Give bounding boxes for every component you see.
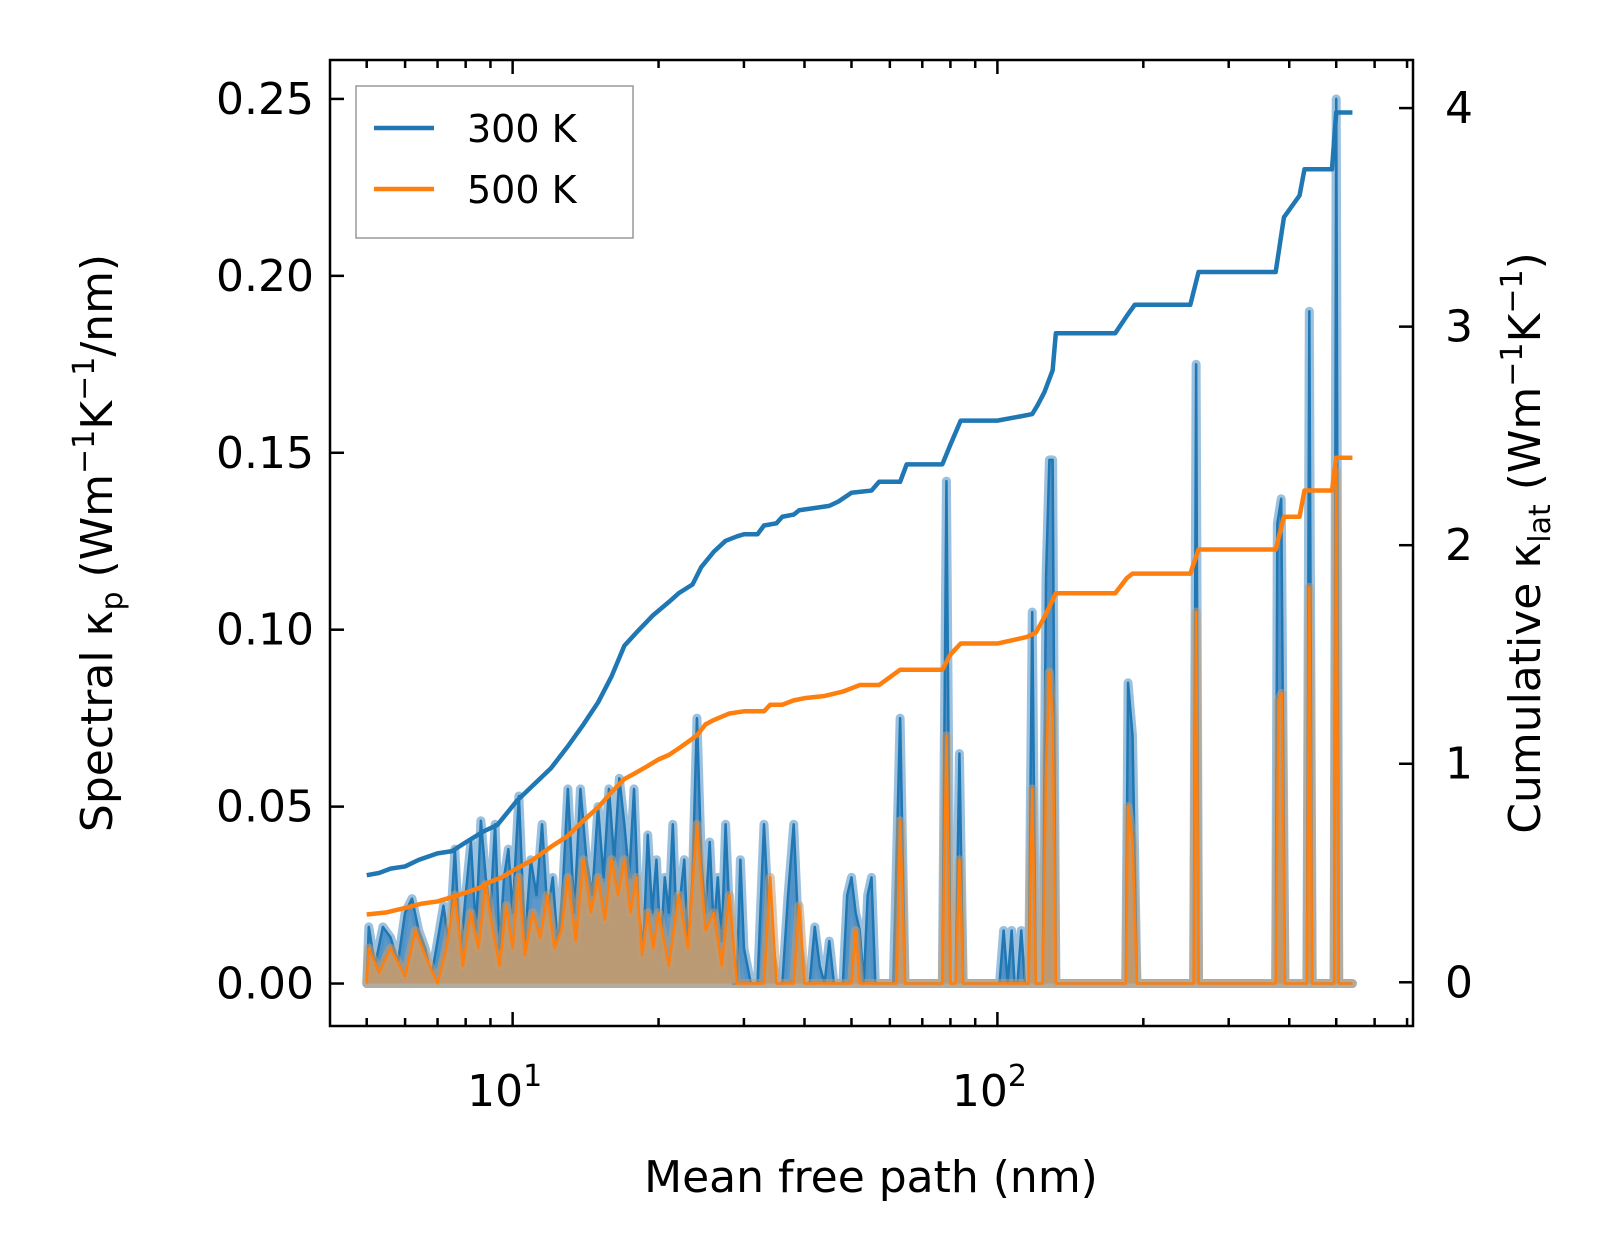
y-left-label-sub: p (95, 591, 130, 610)
y-left-label-sup1: −1 (67, 430, 102, 474)
y-left-axis-label: Spectral κp (Wm−1K−1/nm) (67, 254, 130, 832)
axis-ticks: 0.00 0.05 0.10 0.15 0.20 0.25 0 1 2 3 4 101 102 (216, 60, 1473, 1117)
legend-box (355, 85, 634, 239)
y-right-axis-label: Cumulative κlat (Wm−1K−1) (1495, 252, 1558, 834)
cumulative-line-500k (366, 455, 1353, 917)
plot-area (362, 94, 1357, 989)
y-right-tick-label: 3 (1445, 302, 1473, 353)
y-right-label-sup1: −1 (1495, 342, 1530, 386)
x-axis-label: Mean free path (nm) (644, 1152, 1098, 1203)
y-right-label-sup2: −1 (1495, 269, 1530, 313)
y-left-label-units-open: (Wm (72, 474, 123, 592)
y-right-tick-label: 1 (1445, 739, 1473, 790)
legend-label-500k: 500 K (467, 168, 578, 212)
x-tick-label: 102 (952, 1059, 1027, 1117)
y-right-tick-label: 2 (1445, 520, 1473, 571)
y-left-tick-label: 0.05 (216, 782, 314, 833)
cumulative-line-300k (366, 110, 1353, 878)
y-left-label-units-mid: K (72, 400, 123, 430)
y-left-tick-label: 0.25 (216, 74, 314, 125)
y-left-label-prefix: Spectral κ (72, 611, 123, 833)
y-right-label-prefix: Cumulative κ (1500, 543, 1551, 834)
spectral-line-500k (365, 469, 1353, 985)
y-left-label-units-close: /nm) (72, 254, 123, 357)
y-right-label-sub: lat (1523, 504, 1558, 543)
y-right-tick-label: 0 (1445, 957, 1473, 1008)
y-right-label-units-mid: K (1500, 312, 1551, 342)
y-left-tick-label: 0.00 (216, 959, 314, 1010)
y-right-label-units-open: (Wm (1500, 387, 1551, 505)
y-left-tick-label: 0.10 (216, 605, 314, 656)
y-right-tick-label: 4 (1445, 83, 1473, 134)
legend: 300 K 500 K (355, 85, 634, 239)
y-right-label-units-close: ) (1500, 252, 1551, 269)
axes-frame (328, 58, 1415, 1028)
y-left-label-sup2: −1 (67, 357, 102, 401)
y-left-tick-label: 0.15 (216, 428, 314, 479)
y-left-tick-label: 0.20 (216, 251, 314, 302)
x-tick-label: 101 (467, 1059, 542, 1117)
legend-label-300k: 300 K (467, 107, 578, 151)
